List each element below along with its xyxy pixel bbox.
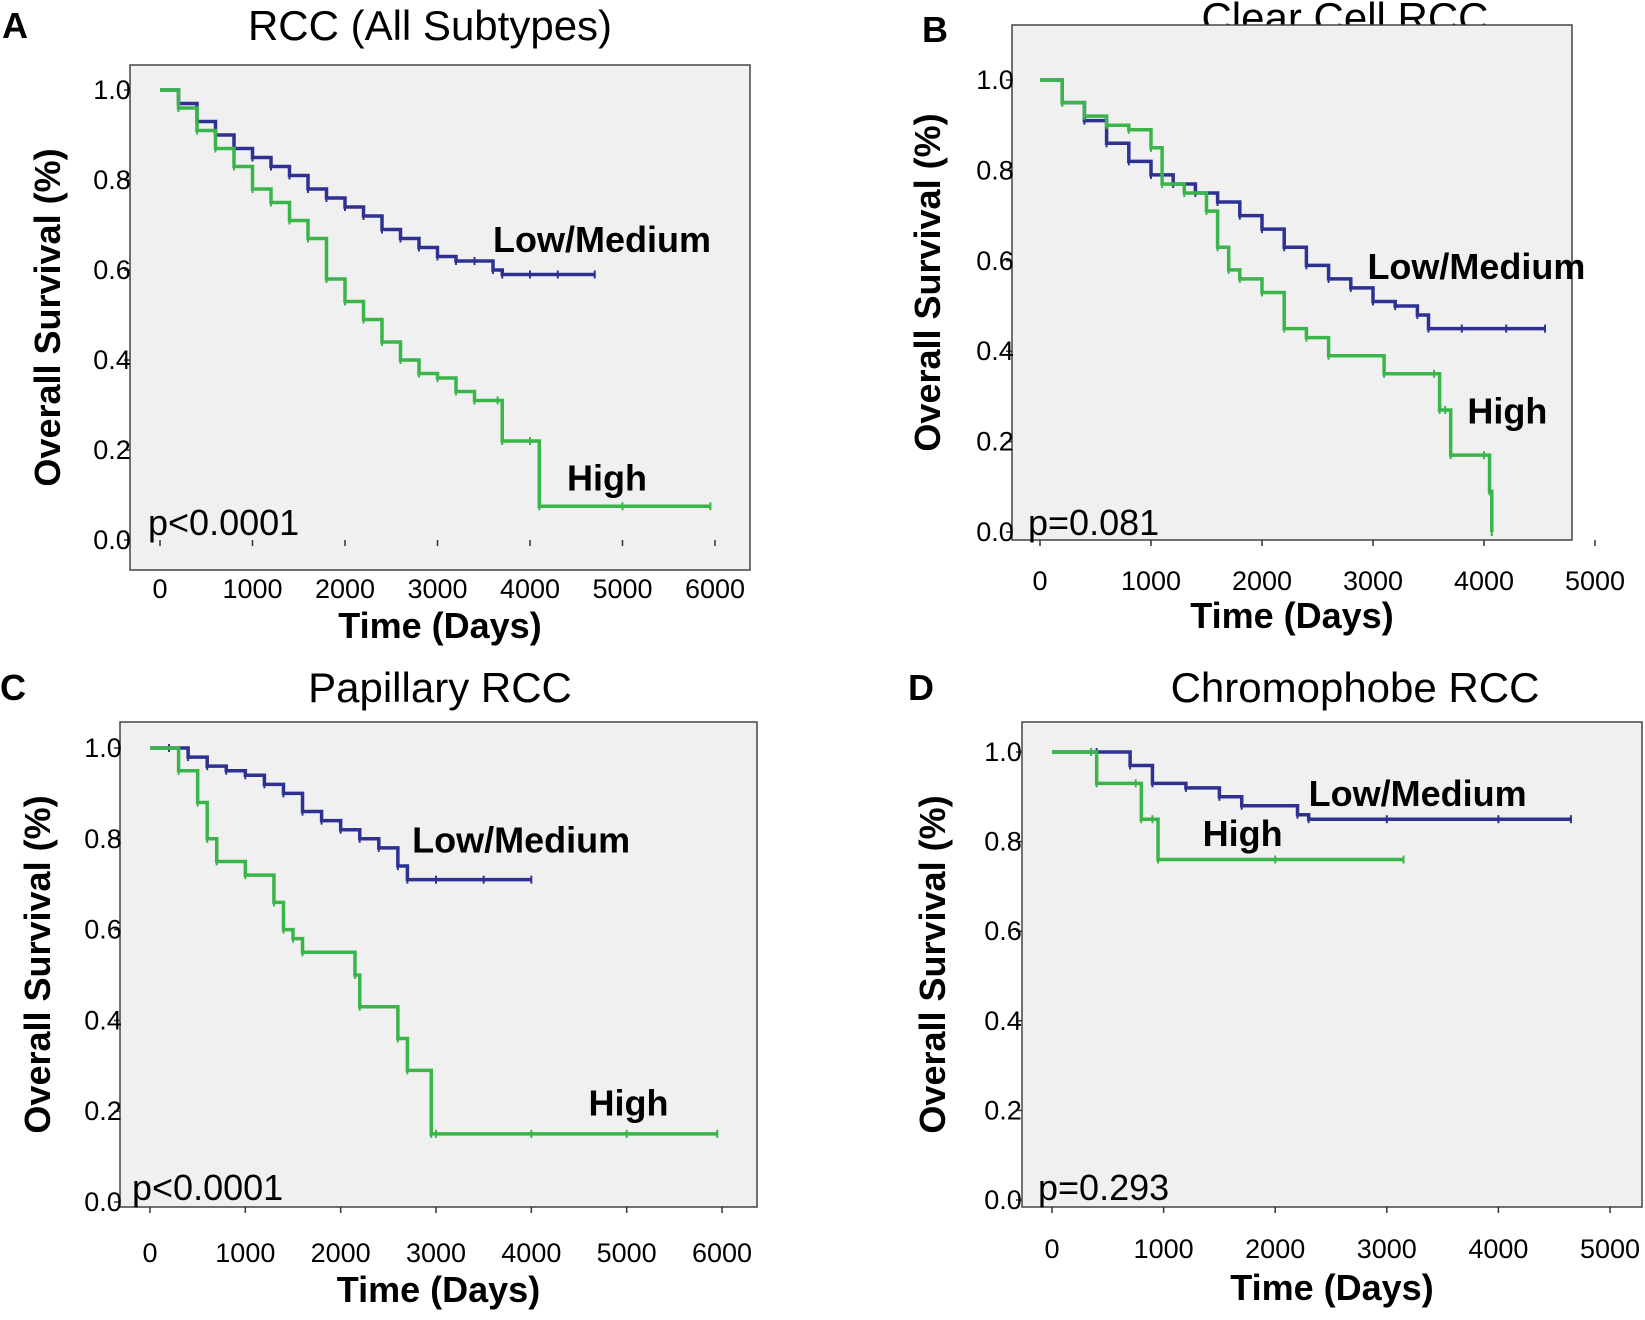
x-tick-label: 6000 [685,574,745,604]
y-tick-label: 0.6 [84,915,122,945]
y-tick-label: 0.4 [976,336,1014,366]
x-tick-label: 1000 [1121,566,1181,596]
y-tick-label: 1.0 [984,737,1022,767]
y-tick-label: 0.0 [984,1185,1022,1215]
plot-area [129,64,751,571]
x-tick-label: 1000 [215,1238,275,1268]
x-tick-label: 2000 [311,1238,371,1268]
y-tick-label: 0.4 [93,345,131,375]
x-tick-label: 2000 [1232,566,1292,596]
x-axis-label: Time (Days) [1190,595,1393,636]
p-value: p<0.0001 [132,1167,283,1208]
y-tick-label: 0.8 [984,827,1022,857]
series-label: High [1467,391,1547,432]
series-line-high [1052,750,1404,862]
y-tick-label: 0.6 [976,246,1014,276]
y-tick-label: 1.0 [93,75,131,105]
x-tick-label: 4000 [501,1238,561,1268]
chart-panel-c: C Papillary RCC 0.0 0.2 0.4 0.6 0.8 1.0 0 1000 200… [0,664,758,1310]
y-axis-label: Overall Survival (%) [912,795,953,1133]
y-tick-label: 1.0 [84,733,122,763]
series-label: High [1203,813,1283,854]
x-tick-label: 2000 [1245,1234,1305,1264]
x-axis-label: Time (Days) [1230,1267,1433,1308]
p-value: p=0.293 [1038,1167,1169,1208]
y-tick-label: 0.0 [84,1187,122,1217]
x-axis-label: Time (Days) [338,605,541,646]
p-value: p<0.0001 [148,502,299,543]
y-tick-label: 0.2 [84,1096,122,1126]
x-tick-label: 0 [1044,1234,1059,1264]
x-tick-label: 2000 [315,574,375,604]
series-label: High [567,458,647,499]
x-tick-label: 6000 [692,1238,752,1268]
y-tick-label: 0.6 [93,255,131,285]
series-line-low-medium [1040,78,1546,331]
series-label: High [589,1083,669,1124]
x-tick-label: 3000 [406,1238,466,1268]
x-tick-label: 5000 [1580,1234,1640,1264]
y-tick-label: 0.2 [93,435,131,465]
plot-area [119,721,758,1208]
series-label: Low/Medium [412,819,630,860]
y-tick-label: 0.2 [984,1095,1022,1125]
x-tick-label: 5000 [597,1238,657,1268]
y-axis-label: Overall Survival (%) [17,795,58,1133]
panel-letter: A [2,5,28,46]
x-tick-label: 3000 [1357,1234,1417,1264]
series-label: Low/Medium [493,219,711,260]
series-label: Low/Medium [1309,773,1527,814]
x-tick-label: 5000 [592,574,652,604]
x-tick-label: 5000 [1565,566,1625,596]
y-axis-label: Overall Survival (%) [27,148,68,486]
p-value: p=0.081 [1028,502,1159,543]
y-tick-label: 0.8 [976,155,1014,185]
chart-panel-a: A RCC (All Subtypes) 0.0 0.2 0.4 0.6 0.8 1.0 0 10… [2,2,751,646]
y-tick-label: 1.0 [976,65,1014,95]
chart-panel-d: D Chromophobe RCC 0.0 0.2 0.4 0.6 0.8 1.0 0 1000 2… [908,664,1643,1308]
y-tick-label: 0.0 [976,517,1014,547]
x-tick-label: 4000 [500,574,560,604]
y-tick-label: 0.2 [976,427,1014,457]
chart-title: RCC (All Subtypes) [248,2,612,49]
y-tick-label: 0.4 [984,1006,1022,1036]
x-tick-label: 4000 [1454,566,1514,596]
panel-letter: B [922,9,948,50]
y-tick-label: 0.8 [93,165,131,195]
panel-letter: C [0,667,26,708]
x-tick-label: 1000 [1134,1234,1194,1264]
x-tick-label: 0 [1032,566,1047,596]
x-tick-label: 3000 [1343,566,1403,596]
y-axis-label: Overall Survival (%) [907,113,948,451]
y-tick-label: 0.6 [984,916,1022,946]
x-tick-label: 0 [152,574,167,604]
chart-title: Papillary RCC [308,664,572,711]
panel-letter: D [908,667,934,708]
series-label: Low/Medium [1367,246,1585,287]
y-tick-label: 0.8 [84,824,122,854]
x-axis-label: Time (Days) [337,1269,540,1310]
x-tick-label: 3000 [407,574,467,604]
x-tick-label: 1000 [222,574,282,604]
plot-area [1021,721,1643,1208]
x-tick-label: 4000 [1468,1234,1528,1264]
y-tick-label: 0.0 [93,525,131,555]
chart-title: Chromophobe RCC [1171,664,1540,711]
y-tick-label: 0.4 [84,1005,122,1035]
x-tick-label: 0 [142,1238,157,1268]
